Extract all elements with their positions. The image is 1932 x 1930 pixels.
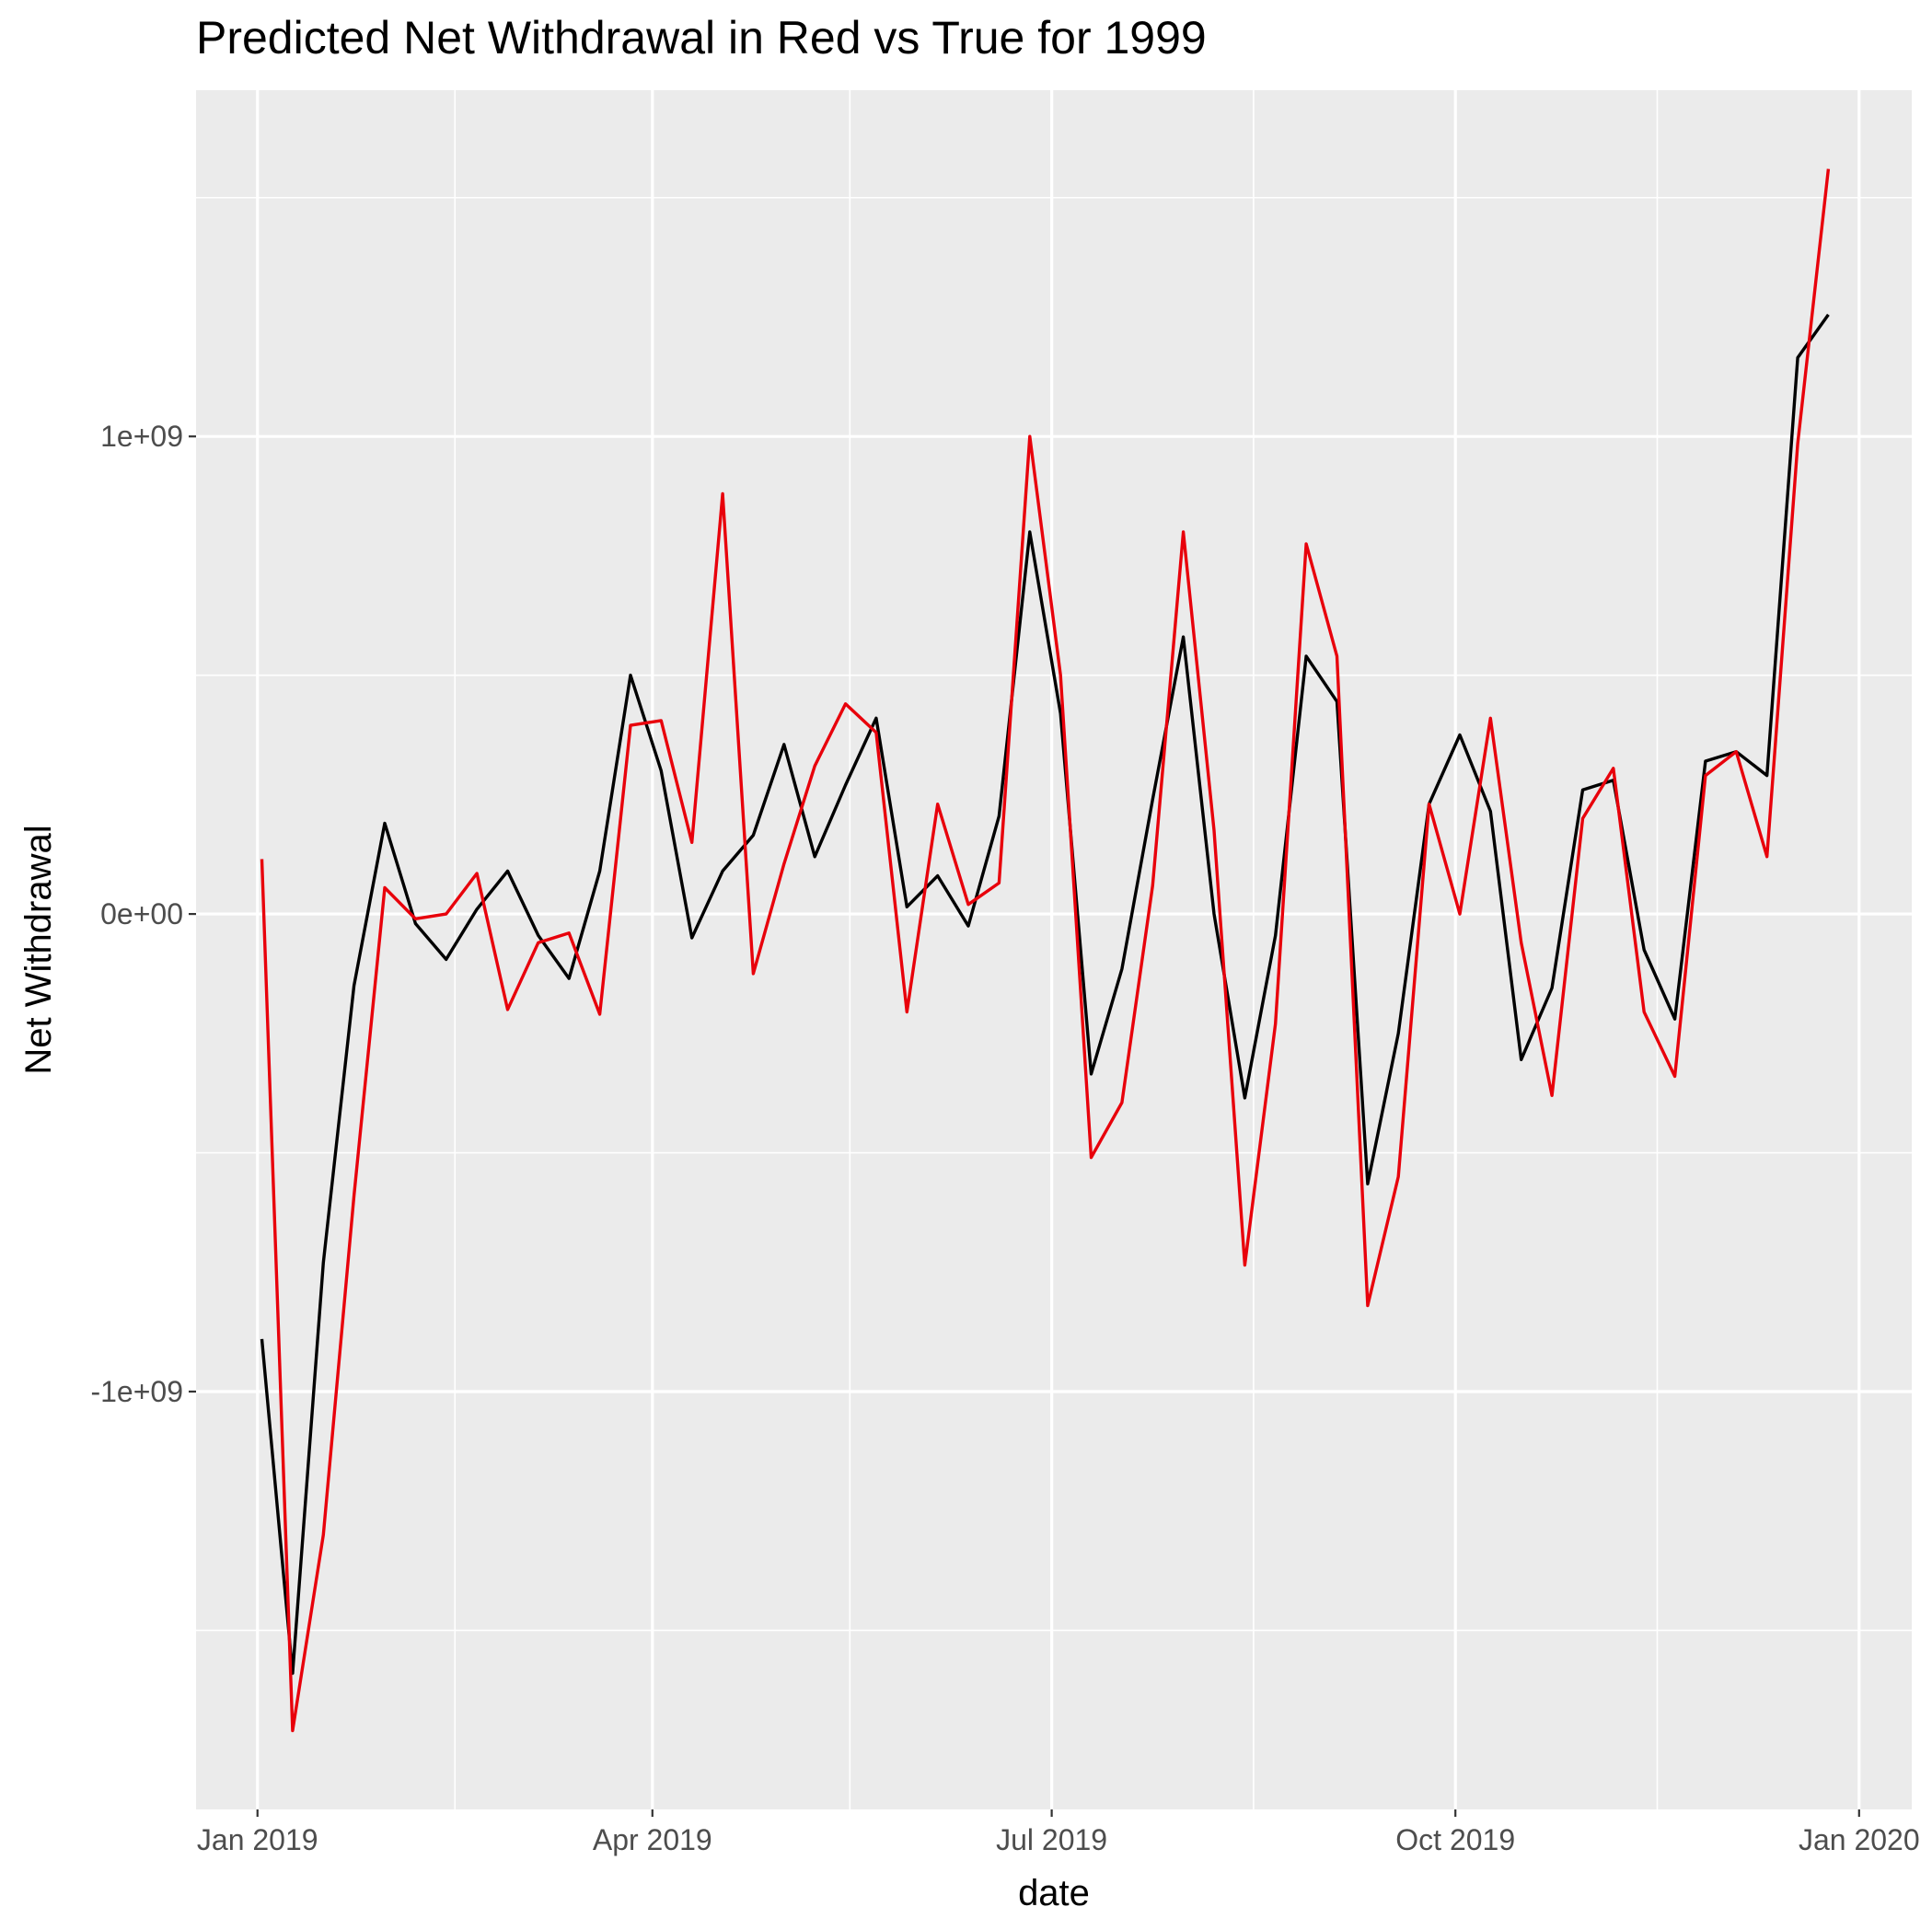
y-axis-title: Net Withdrawal — [18, 825, 59, 1074]
chart-title: Predicted Net Withdrawal in Red vs True … — [196, 12, 1207, 64]
x-tick-label: Jan 2020 — [1799, 1823, 1920, 1856]
y-tick-label: 0e+00 — [100, 897, 183, 930]
x-axis: Jan 2019 Apr 2019 Jul 2019 Oct 2019 Jan 2020 — [197, 1809, 1920, 1856]
x-axis-title: date — [1018, 1873, 1090, 1913]
series-line — [260, 313, 1830, 1675]
x-tick-label: Jan 2019 — [197, 1823, 318, 1856]
y-axis: 1e+09 0e+00 -1e+09 — [90, 420, 196, 1408]
y-tick-label: -1e+09 — [90, 1375, 183, 1408]
x-tick-label: Oct 2019 — [1395, 1823, 1515, 1856]
series-lines — [260, 168, 1831, 1733]
major-gridlines — [196, 90, 1912, 1809]
x-tick-label: Apr 2019 — [593, 1823, 712, 1856]
series-line — [260, 168, 1831, 1733]
plot-panel — [196, 90, 1912, 1809]
x-tick-label: Jul 2019 — [996, 1823, 1107, 1856]
y-tick-label: 1e+09 — [100, 420, 183, 453]
